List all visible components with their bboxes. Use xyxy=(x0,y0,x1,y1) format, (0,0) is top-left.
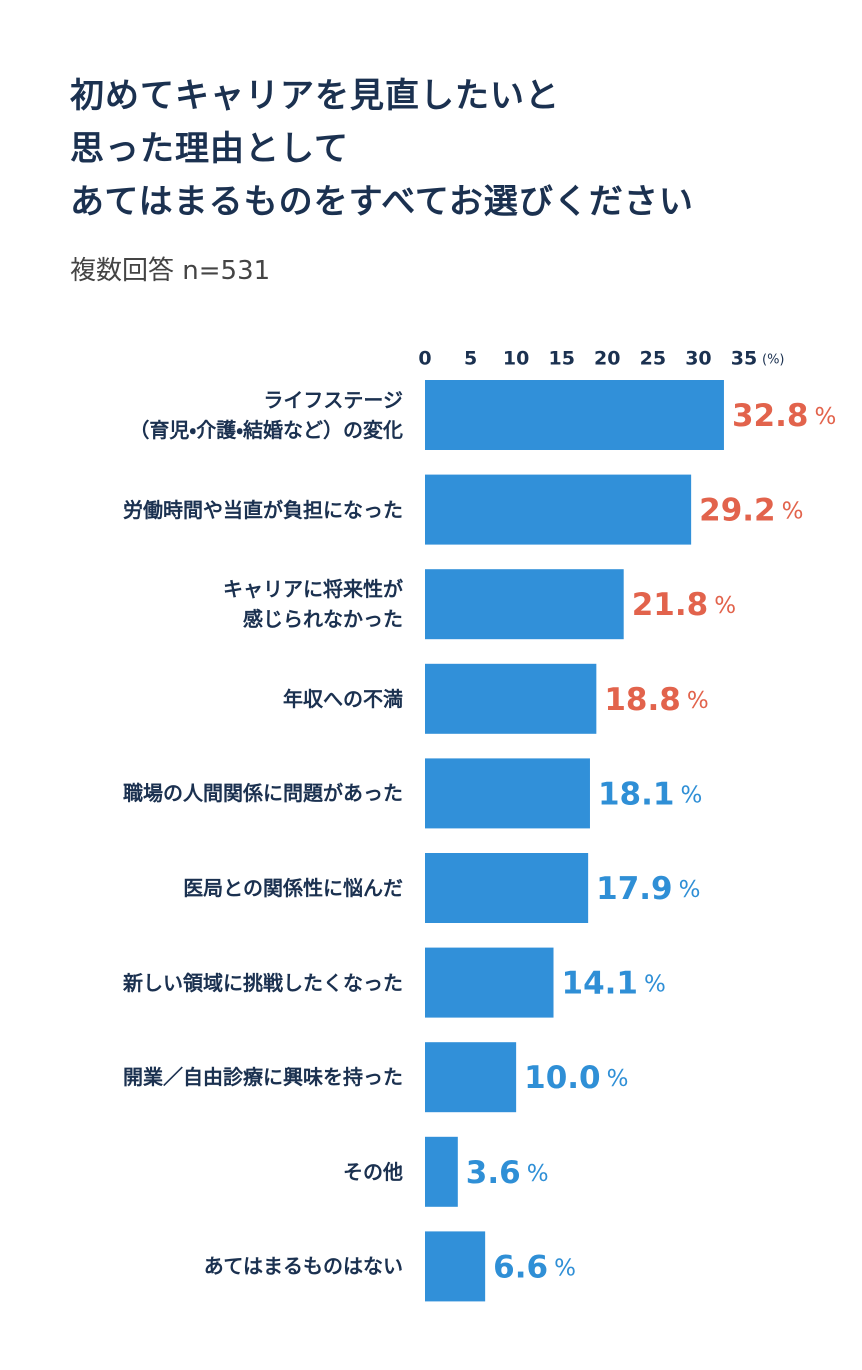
category-label: ライフステージ （育児・介護・結婚など）の変化 xyxy=(129,388,403,442)
bar xyxy=(425,663,597,734)
value-unit: % xyxy=(527,1160,549,1186)
value-unit: % xyxy=(607,1066,629,1092)
x-tick-label: 0 xyxy=(418,348,431,370)
category-label: 医局との関係性に悩んだ xyxy=(183,876,403,900)
value-label: 6.6 xyxy=(493,1249,548,1285)
value-label-group: 29.2% xyxy=(699,492,803,528)
x-tick-label: 25 xyxy=(640,348,666,370)
value-unit: % xyxy=(687,687,709,713)
value-label: 18.1 xyxy=(598,776,675,812)
value-label: 10.0 xyxy=(524,1060,601,1096)
value-unit: % xyxy=(814,404,836,430)
value-label-group: 32.8% xyxy=(732,398,836,434)
value-unit: % xyxy=(714,593,736,619)
bar xyxy=(425,947,554,1018)
x-tick-label: 10 xyxy=(503,348,529,370)
bar xyxy=(425,1136,458,1207)
category-label: 開業／自由診療に興味を持った xyxy=(123,1065,403,1090)
bar xyxy=(425,853,589,923)
value-label-group: 3.6% xyxy=(466,1154,549,1190)
bar xyxy=(425,1042,517,1113)
x-tick-label: 30 xyxy=(685,348,711,370)
value-label: 29.2 xyxy=(699,492,776,528)
value-label-group: 6.6% xyxy=(493,1249,576,1285)
bar xyxy=(425,758,590,829)
x-tick-label: 5 xyxy=(464,348,477,370)
value-label: 21.8 xyxy=(632,587,709,623)
value-unit: % xyxy=(679,877,701,903)
value-label: 3.6 xyxy=(466,1154,521,1190)
chart-subtitle: 複数回答 n=531 xyxy=(70,256,271,286)
value-label: 32.8 xyxy=(732,398,809,434)
category-label: 労働時間や当直が負担になった xyxy=(123,497,403,522)
category-label: あてはまるものはない xyxy=(203,1254,403,1279)
category-label: 職場の人間関係に問題があった xyxy=(123,781,403,806)
value-label: 17.9 xyxy=(596,871,673,907)
value-unit: % xyxy=(644,971,666,997)
value-label-group: 14.1% xyxy=(562,965,666,1001)
x-tick-label: 15 xyxy=(548,348,574,370)
chart-title: 初めてキャリアを見直したいと 思った理由として あてはまるものをすべてお選びくだ… xyxy=(70,76,694,222)
category-label: キャリアに将来性が 感じられなかった xyxy=(223,577,403,632)
value-label-group: 17.9% xyxy=(596,871,700,907)
value-label: 18.8 xyxy=(604,681,681,717)
bar xyxy=(425,380,724,450)
value-label-group: 18.8% xyxy=(604,681,708,717)
value-unit: % xyxy=(680,782,702,808)
value-label-group: 18.1% xyxy=(598,776,702,812)
category-label: 年収への不満 xyxy=(283,686,403,711)
value-unit: % xyxy=(782,498,804,524)
category-label: 新しい領域に挑戦したくなった xyxy=(123,970,403,995)
bar xyxy=(425,569,624,640)
value-unit: % xyxy=(554,1255,576,1281)
x-tick-label: 20 xyxy=(594,348,620,370)
value-label: 14.1 xyxy=(562,965,639,1001)
category-label: その他 xyxy=(343,1159,403,1184)
value-label-group: 10.0% xyxy=(524,1060,628,1096)
bar xyxy=(425,1231,486,1302)
value-label-group: 21.8% xyxy=(632,587,736,623)
x-tick-label: 35 xyxy=(731,348,757,370)
axis-unit: (%) xyxy=(762,353,785,368)
bar xyxy=(425,474,692,545)
